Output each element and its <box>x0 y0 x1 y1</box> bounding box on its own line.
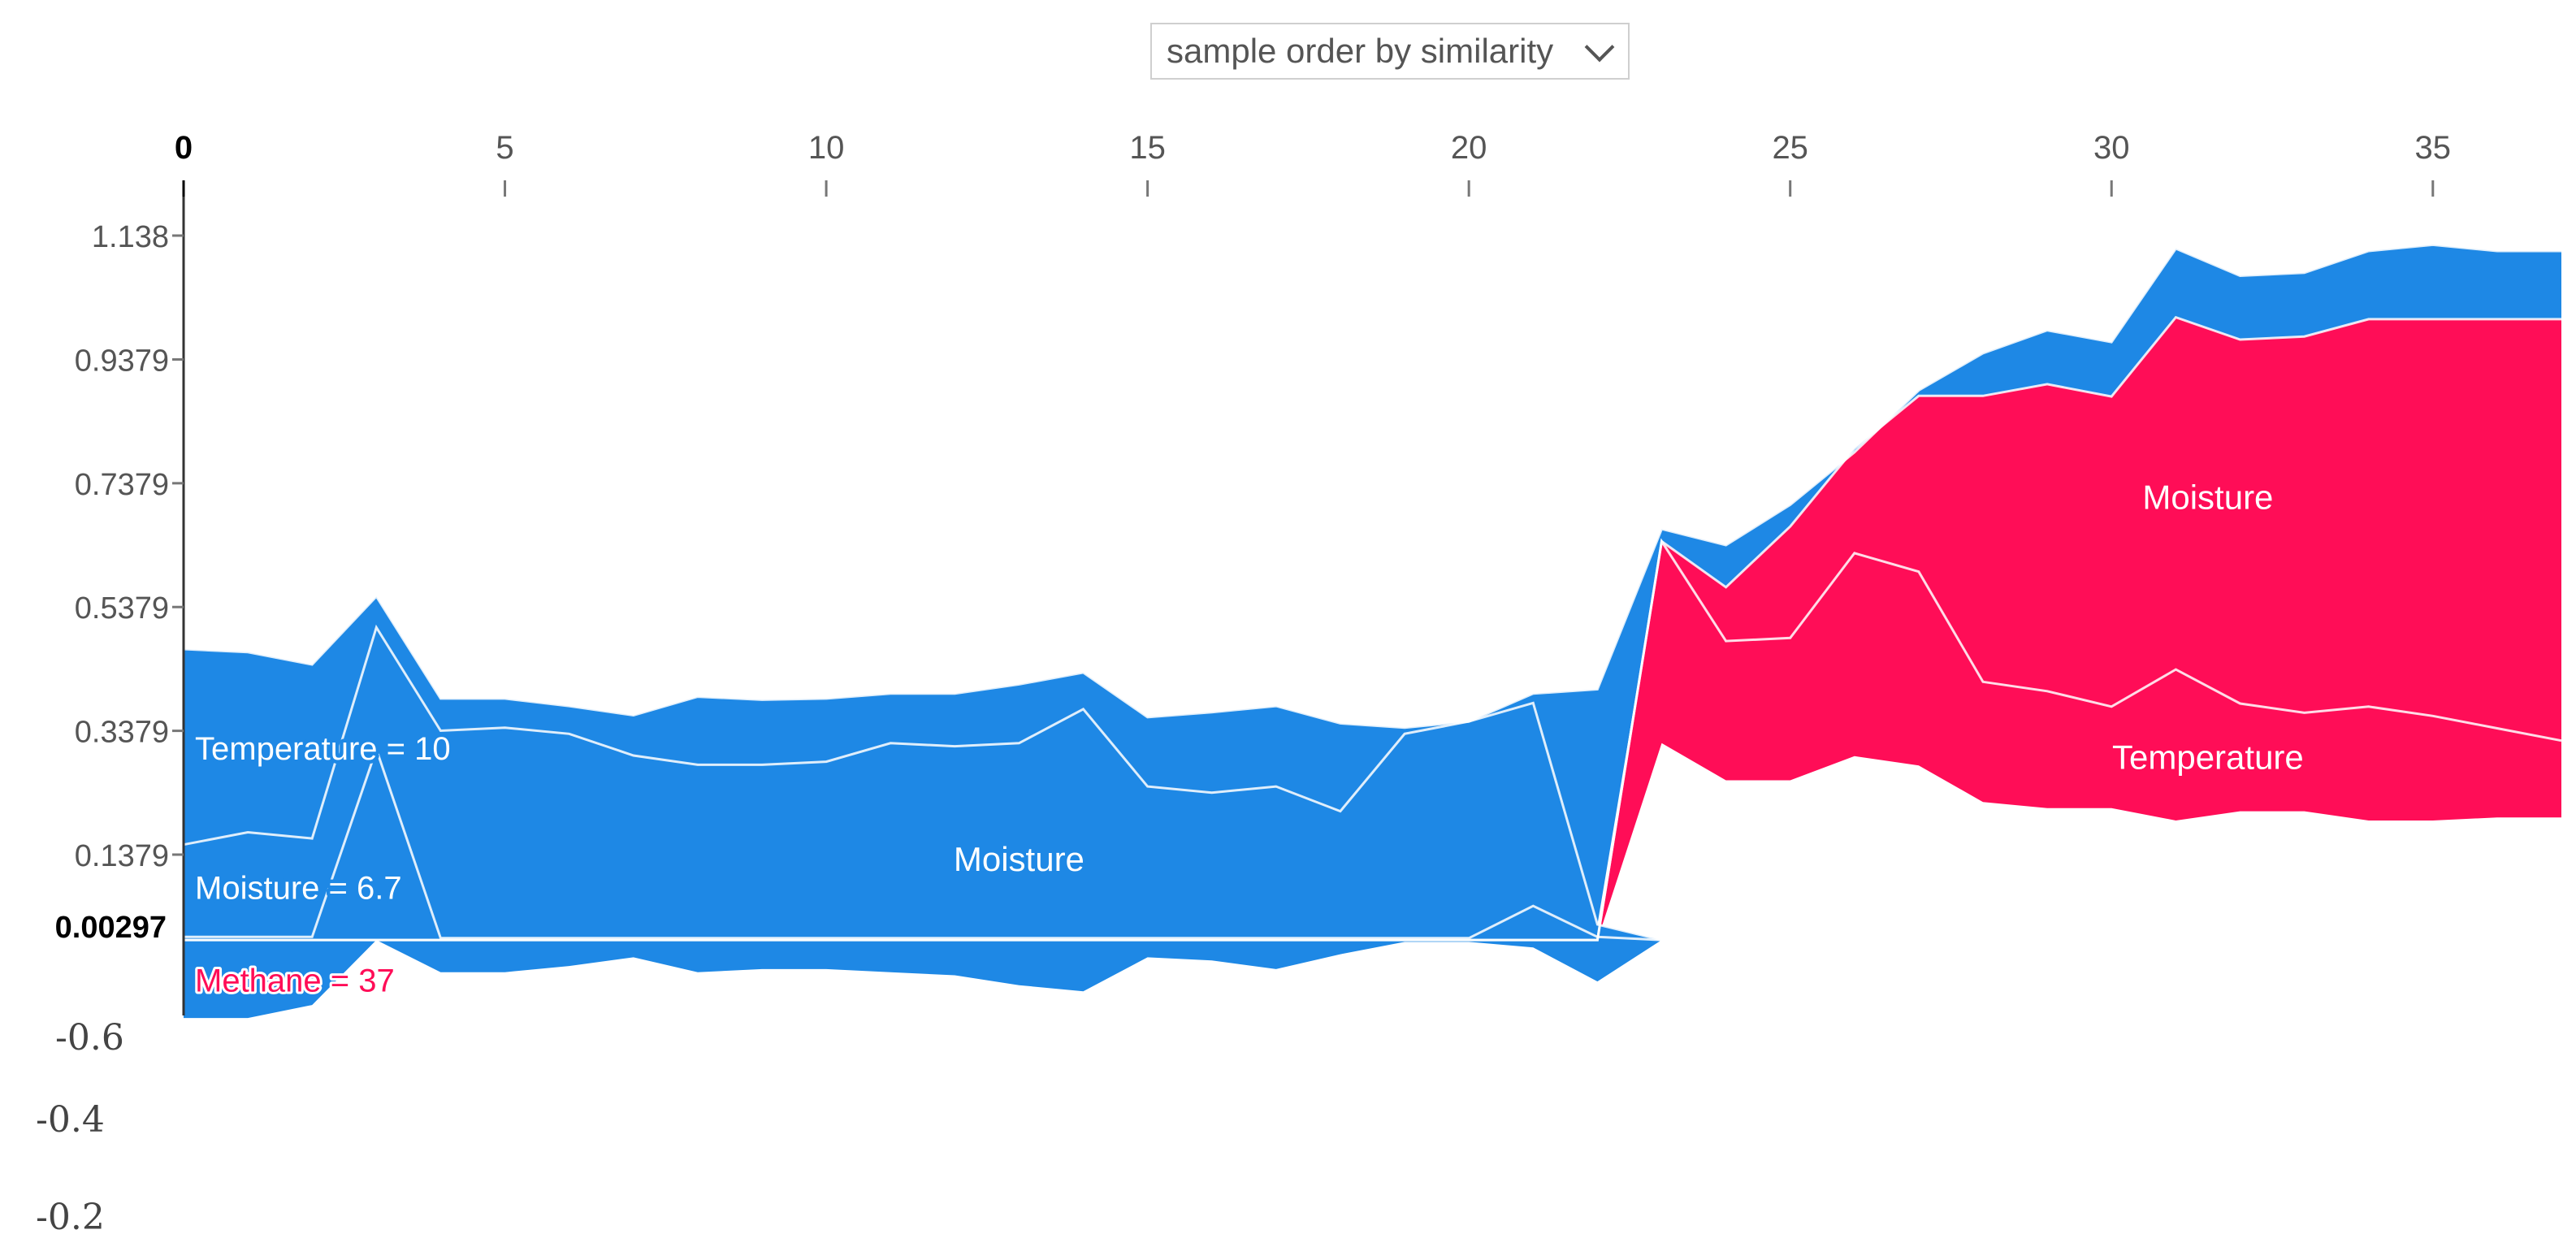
x-tick-label: 30 <box>2093 130 2130 166</box>
feature-label: Methane = 37 <box>195 963 395 999</box>
sample-order-select-value: sample order by similarity <box>1167 32 1554 70</box>
lower-axis-label: -0.2 <box>36 1197 105 1238</box>
area-methane <box>184 749 2561 1019</box>
y-tick-label: 1.138 <box>92 220 169 254</box>
area-layer <box>184 245 2561 1019</box>
x-tick-label: 20 <box>1451 130 1487 166</box>
x-tick-label: 35 <box>2415 130 2452 166</box>
y-tick-label: 0.7379 <box>75 468 169 502</box>
divider-layer <box>183 243 2562 942</box>
x-tick-label: 5 <box>496 130 513 166</box>
region-label: Moisture <box>2142 478 2273 516</box>
x-tick-label: 15 <box>1129 130 1166 166</box>
y-tick-label: 0.1379 <box>75 839 169 873</box>
area-moisture <box>184 317 2561 941</box>
base-value-label: 0.00297 <box>55 911 167 945</box>
label-layer: Moisture Moisture Temperature Temperature =… <box>192 478 2304 1001</box>
y-tick-label: 0.9379 <box>75 344 169 378</box>
feature-label: Temperature = 10 <box>195 731 451 767</box>
lower-axis-label: -0.4 <box>36 1099 105 1141</box>
divider-moisture-negative <box>183 624 2561 942</box>
x-tick-label: 25 <box>1772 130 1808 166</box>
divider-temperature-negative <box>183 243 2561 730</box>
x-tick-label: 10 <box>808 130 845 166</box>
region-label: Temperature <box>2112 738 2304 776</box>
feature-label: Moisture = 6.7 <box>195 870 402 906</box>
divider-moisture <box>184 315 2561 942</box>
axes-layer: 0 5 10 15 20 25 30 35 1.138 0.9379 0.7379 0.5379 0.3… <box>36 130 2451 1238</box>
y-tick-label: 0.3379 <box>75 716 169 750</box>
region-label: Moisture <box>954 840 1085 878</box>
area-temperature-negative <box>184 245 2561 924</box>
y-tick-label: 0.5379 <box>75 591 169 626</box>
area-moisture-negative <box>184 627 2561 941</box>
lower-axis-label: -0.6 <box>55 1017 124 1059</box>
x-tick-label: 0 <box>175 130 193 166</box>
area-temperature <box>184 541 2561 941</box>
sample-order-select[interactable]: sample order by similarity <box>1150 23 1630 80</box>
